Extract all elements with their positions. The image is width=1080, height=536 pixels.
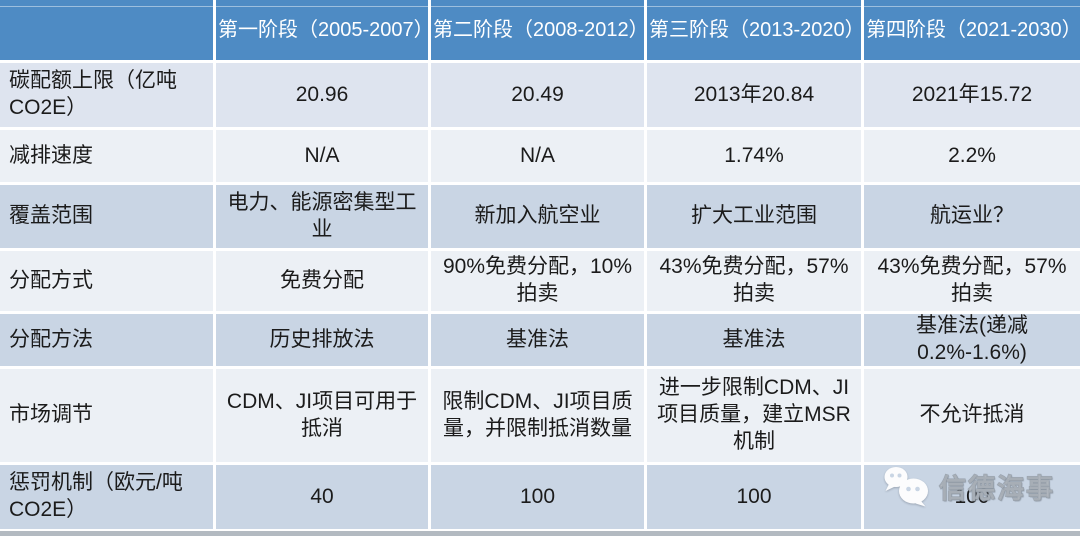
table-cell: 基准法: [647, 314, 861, 366]
table-cell: 40: [216, 465, 428, 529]
table-cell: 航运业？: [864, 185, 1080, 248]
table-corner-cell: [0, 0, 213, 60]
slide-bottom-edge: [0, 529, 1080, 536]
table-cell: N/A: [431, 130, 644, 182]
table-cell: 不允许抵消: [864, 369, 1080, 462]
row-label-penalty: 惩罚机制（欧元/吨CO2E）: [0, 465, 213, 529]
table-cell: 限制CDM、JI项目质量，并限制抵消数量: [431, 369, 644, 462]
header-cell-phase4: 第四阶段（2021-2030）: [864, 0, 1080, 60]
table-cell: 扩大工业范围: [647, 185, 861, 248]
table-cell: 基准法(递减0.2%-1.6%): [864, 314, 1080, 366]
table-cell: 1.74%: [647, 130, 861, 182]
table-cell: 进一步限制CDM、JI项目质量，建立MSR机制: [647, 369, 861, 462]
table-cell: 2021年15.72: [864, 63, 1080, 127]
row-label-coverage: 覆盖范围: [0, 185, 213, 248]
header-cell-phase1: 第一阶段（2005-2007）: [216, 0, 428, 60]
table-cell: 43%免费分配，57%拍卖: [647, 251, 861, 311]
row-label-carbon-cap: 碳配额上限（亿吨CO2E）: [0, 63, 213, 127]
table-cell: 2013年20.84: [647, 63, 861, 127]
table-cell: 20.96: [216, 63, 428, 127]
row-label-reduction-speed: 减排速度: [0, 130, 213, 182]
table-cell: 100: [647, 465, 861, 529]
table-cell: 2.2%: [864, 130, 1080, 182]
row-label-allocation-method: 分配方法: [0, 314, 213, 366]
table-cell: 100: [864, 465, 1080, 529]
table-cell: 100: [431, 465, 644, 529]
table-cell: N/A: [216, 130, 428, 182]
table-cell: 基准法: [431, 314, 644, 366]
table-cell: 电力、能源密集型工业: [216, 185, 428, 248]
row-label-market-adjustment: 市场调节: [0, 369, 213, 462]
table-cell: 免费分配: [216, 251, 428, 311]
table-cell: 新加入航空业: [431, 185, 644, 248]
table-cell: 43%免费分配，57%拍卖: [864, 251, 1080, 311]
table-cell: 20.49: [431, 63, 644, 127]
row-label-allocation-mode: 分配方式: [0, 251, 213, 311]
table-cell: 历史排放法: [216, 314, 428, 366]
table-cell: 90%免费分配，10%拍卖: [431, 251, 644, 311]
header-cell-phase2: 第二阶段（2008-2012）: [431, 0, 644, 60]
header-cell-phase3: 第三阶段（2013-2020）: [647, 0, 861, 60]
table-cell: CDM、JI项目可用于抵消: [216, 369, 428, 462]
